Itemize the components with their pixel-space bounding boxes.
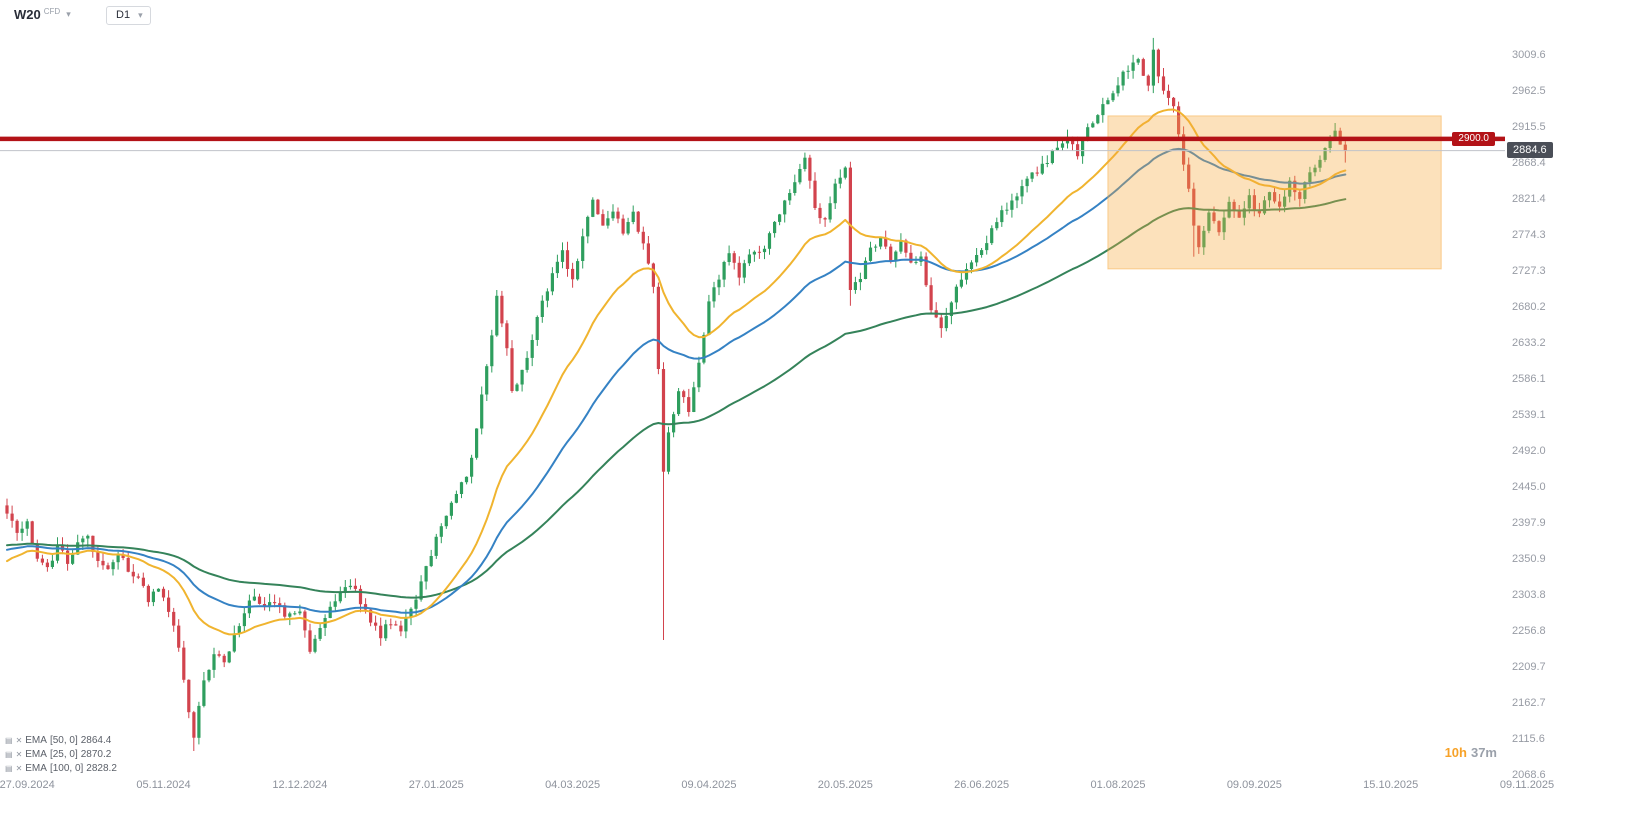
y-axis-label: 2445.0 bbox=[1512, 481, 1546, 493]
y-axis-label: 2868.4 bbox=[1512, 157, 1546, 170]
indicator-label: EMA [100, 0] 2828.2 bbox=[25, 763, 117, 774]
symbol-name: W20 bbox=[14, 7, 41, 22]
indicator-row-ema50: ▤ ✕ EMA [50, 0] 2864.4 bbox=[5, 734, 120, 747]
x-axis-label: 15.10.2025 bbox=[1363, 779, 1419, 791]
x-axis-label: 04.03.2025 bbox=[545, 779, 601, 791]
candles-layer bbox=[5, 37, 1347, 751]
y-axis-label: 2492.0 bbox=[1512, 445, 1546, 458]
y-axis-label: 2633.2 bbox=[1512, 337, 1546, 349]
indicator-legend: ▤ ✕ EMA [50, 0] 2864.4 ▤ ✕ EMA [25, 0] 2870.… bbox=[5, 734, 120, 776]
candle-countdown: 10h 37m bbox=[1445, 745, 1497, 760]
symbol-type-label: CFD bbox=[43, 7, 61, 16]
price-axis[interactable]: 3009.6 2962.5 2915.5 2868.4 2821.4 2774.3 2727… bbox=[1505, 0, 1626, 831]
highlight-zone[interactable] bbox=[1107, 115, 1442, 270]
chevron-down-icon: ▾ bbox=[138, 9, 143, 20]
x-axis-label: 27.01.2025 bbox=[408, 779, 464, 791]
x-axis-label: 09.09.2025 bbox=[1226, 779, 1282, 791]
y-axis-label: 2162.7 bbox=[1512, 697, 1546, 709]
y-axis-label: 2256.8 bbox=[1512, 625, 1546, 637]
indicator-settings-icon[interactable]: ▤ bbox=[5, 735, 13, 745]
x-axis-label: 01.08.2025 bbox=[1090, 779, 1146, 791]
ema-100-line[interactable] bbox=[6, 198, 1347, 599]
y-axis-label: 2539.1 bbox=[1512, 409, 1546, 421]
indicator-remove-icon[interactable]: ✕ bbox=[15, 763, 23, 773]
y-axis-label: 2915.5 bbox=[1512, 121, 1546, 133]
y-axis-label: 2680.2 bbox=[1512, 301, 1546, 314]
y-axis-label: 2068.6 bbox=[1512, 769, 1546, 781]
y-axis-label: 2303.8 bbox=[1512, 589, 1546, 602]
indicator-label: EMA [50, 0] 2864.4 bbox=[25, 735, 112, 746]
y-axis-label: 2774.3 bbox=[1512, 229, 1546, 242]
indicator-remove-icon[interactable]: ✕ bbox=[15, 735, 23, 745]
timeframe-selector[interactable]: D1 ▾ bbox=[106, 6, 151, 25]
indicator-settings-icon[interactable]: ▤ bbox=[5, 763, 13, 773]
y-axis-label: 2209.7 bbox=[1512, 661, 1546, 674]
y-axis-label: 3009.6 bbox=[1512, 49, 1546, 61]
time-axis[interactable]: 27.09.2024 05.11.2024 12.12.2024 27.01.2025… bbox=[0, 776, 1626, 802]
countdown-minutes: 37m bbox=[1470, 745, 1497, 760]
indicator-row-ema25: ▤ ✕ EMA [25, 0] 2870.2 bbox=[5, 748, 120, 761]
y-axis-label: 2727.3 bbox=[1512, 265, 1546, 277]
ema-50-line[interactable] bbox=[6, 147, 1347, 614]
x-axis-label: 09.11.2025 bbox=[1499, 779, 1555, 791]
y-axis-label: 2397.9 bbox=[1512, 517, 1546, 530]
y-axis-label: 2962.5 bbox=[1512, 85, 1546, 98]
indicator-row-ema100: ▤ ✕ EMA [100, 0] 2828.2 bbox=[5, 762, 120, 775]
resistance-price-tag[interactable]: 2900.0 bbox=[1452, 131, 1495, 146]
x-axis-label: 09.04.2025 bbox=[681, 779, 737, 791]
symbol-selector[interactable]: W20 CFD ▾ bbox=[14, 7, 71, 22]
ema-25-line[interactable] bbox=[6, 108, 1347, 636]
current-price-tag: 2884.6 bbox=[1507, 141, 1553, 158]
y-axis-label: 2586.1 bbox=[1512, 373, 1546, 386]
indicator-label: EMA [25, 0] 2870.2 bbox=[25, 749, 112, 760]
timeframe-value: D1 bbox=[116, 9, 131, 21]
countdown-hours: 10h bbox=[1444, 745, 1467, 760]
y-axis-label: 2821.4 bbox=[1512, 193, 1546, 205]
x-axis-label: 27.09.2024 bbox=[0, 779, 55, 791]
y-axis-label: 2115.6 bbox=[1512, 733, 1545, 746]
indicator-settings-icon[interactable]: ▤ bbox=[5, 749, 13, 759]
x-axis-label: 12.12.2024 bbox=[272, 779, 328, 791]
x-axis-label: 05.11.2024 bbox=[136, 779, 191, 791]
y-axis-label: 2350.9 bbox=[1512, 553, 1546, 565]
x-axis-label: 20.05.2025 bbox=[817, 779, 873, 791]
x-axis-label: 26.06.2025 bbox=[954, 779, 1010, 791]
chevron-down-icon: ▾ bbox=[66, 9, 71, 19]
indicator-remove-icon[interactable]: ✕ bbox=[15, 749, 23, 759]
